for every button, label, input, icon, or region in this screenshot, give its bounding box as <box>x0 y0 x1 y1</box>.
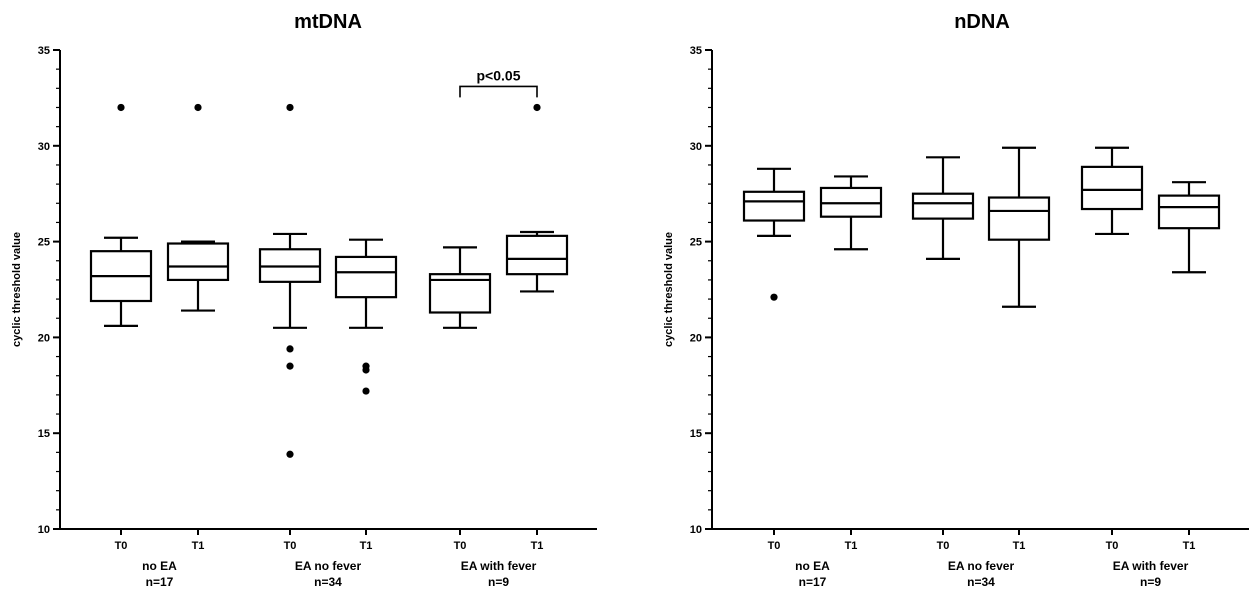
x-tick-label: T1 <box>531 540 544 552</box>
outlier-point <box>286 362 294 370</box>
x-tick-label: T1 <box>192 540 205 552</box>
y-tick-label: 30 <box>38 141 50 153</box>
y-tick-label: 30 <box>690 141 702 153</box>
group-label: no EA <box>142 559 177 573</box>
y-axis-label: cyclic threshold value <box>11 232 23 347</box>
y-tick-label: 20 <box>38 332 50 344</box>
x-tick-label: T1 <box>360 540 373 552</box>
iqr-box <box>911 192 975 220</box>
y-tick-label: 25 <box>38 237 50 249</box>
outlier-point <box>194 103 202 112</box>
outlier-point <box>362 387 370 395</box>
y-tick-label: 25 <box>690 237 702 249</box>
box-t0-group-1 <box>911 156 975 260</box>
box-t1-group-0 <box>819 175 883 251</box>
outlier-point <box>117 103 125 112</box>
outlier-point <box>770 293 778 301</box>
significance-bracket <box>459 85 538 98</box>
y-axis-label: cyclic threshold value <box>663 232 675 347</box>
iqr-box <box>1080 165 1144 211</box>
group-count: n=34 <box>314 575 342 589</box>
x-tick-label: T0 <box>454 540 467 552</box>
box-t0-group-1 <box>258 103 322 458</box>
y-tick-label: 35 <box>38 45 50 57</box>
box-t1-group-0 <box>166 103 230 312</box>
outlier-point <box>286 345 294 353</box>
x-tick-label: T1 <box>1013 540 1026 552</box>
outlier-point <box>362 366 370 374</box>
y-tick-label: 10 <box>690 524 702 536</box>
x-tick-label: T0 <box>937 540 950 552</box>
group-count: n=9 <box>1140 575 1161 589</box>
outlier-point <box>286 450 294 458</box>
iqr-box <box>987 196 1051 241</box>
group-label: EA no fever <box>295 559 362 573</box>
box-t0-group-0 <box>742 167 806 301</box>
iqr-box <box>334 255 398 299</box>
group-label: EA with fever <box>461 559 537 573</box>
box-t1-group-1 <box>334 238 398 395</box>
x-tick-label: T1 <box>1183 540 1196 552</box>
chart-title: mtDNA <box>294 11 362 33</box>
x-tick-label: T0 <box>284 540 297 552</box>
chart-title: nDNA <box>954 11 1010 33</box>
x-tick-label: T0 <box>1106 540 1119 552</box>
outlier-point <box>286 103 294 112</box>
y-tick-label: 20 <box>690 332 702 344</box>
y-tick-label: 35 <box>690 45 702 57</box>
box-t1-group-2 <box>1157 181 1221 274</box>
significance-label: p<0.05 <box>477 67 521 83</box>
chart-panel-mtdna: mtDNA cyclic threshold value 10 15 20 25 30 35 T… <box>11 11 597 589</box>
box-t0-group-2 <box>428 246 492 329</box>
group-label: EA with fever <box>1113 559 1189 573</box>
x-tick-label: T0 <box>768 540 781 552</box>
group-count: n=17 <box>146 575 174 589</box>
chart-panel-ndna: nDNA cyclic threshold value 10 15 20 25 30 35 T0… <box>663 11 1249 589</box>
iqr-box <box>505 234 569 276</box>
group-count: n=34 <box>967 575 995 589</box>
iqr-box <box>1157 194 1221 230</box>
group-label: EA no fever <box>948 559 1015 573</box>
box-t1-group-2 <box>505 103 569 293</box>
iqr-box <box>742 190 806 222</box>
x-tick-label: T1 <box>845 540 858 552</box>
group-count: n=17 <box>799 575 827 589</box>
box-t1-group-1 <box>987 146 1051 308</box>
x-tick-label: T0 <box>115 540 128 552</box>
y-tick-label: 15 <box>38 428 50 440</box>
box-t0-group-2 <box>1080 146 1144 236</box>
box-t0-group-0 <box>89 103 153 328</box>
iqr-box <box>166 242 230 282</box>
y-tick-label: 15 <box>690 428 702 440</box>
group-label: no EA <box>795 559 830 573</box>
outlier-point <box>533 103 541 112</box>
group-count: n=9 <box>488 575 509 589</box>
y-tick-label: 10 <box>38 524 50 536</box>
